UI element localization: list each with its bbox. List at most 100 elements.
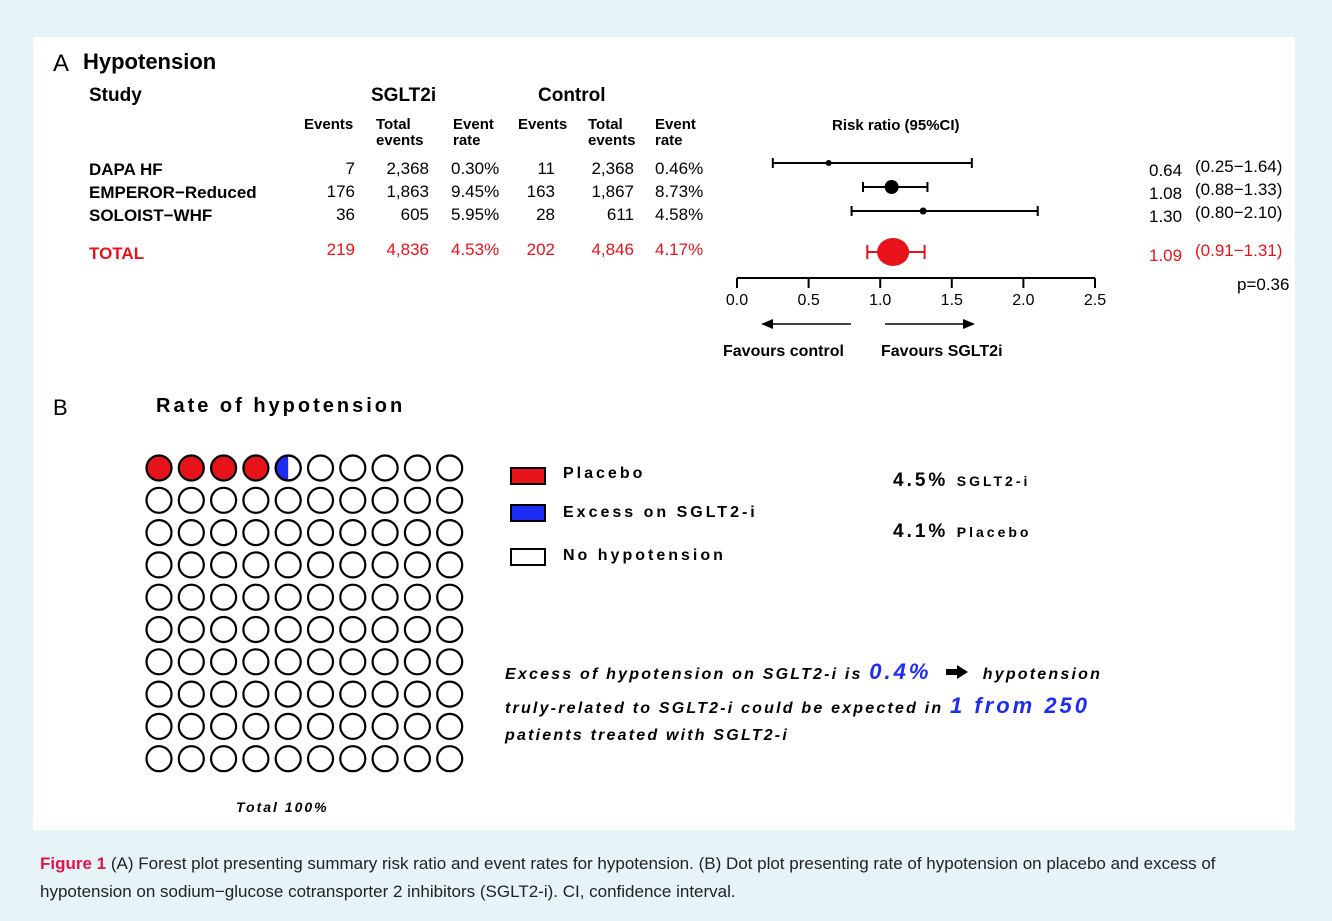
dot-none <box>242 745 270 773</box>
arrow-right-icon <box>963 319 975 329</box>
dot-none <box>242 712 270 740</box>
dot-none <box>274 648 302 676</box>
figure-caption: Figure 1 (A) Forest plot presenting summ… <box>40 850 1302 906</box>
dot-none <box>209 680 238 708</box>
dot-none <box>436 583 464 611</box>
dot-placebo <box>242 454 270 482</box>
dot-none <box>436 745 464 773</box>
dot-none <box>274 615 302 644</box>
dot-placebo <box>145 454 173 482</box>
col-total-1a: Total <box>376 116 411 133</box>
dot-none <box>242 680 270 708</box>
dot-none <box>339 745 367 773</box>
statement-part1: Excess of hypotension on SGLT2-i is <box>505 666 863 683</box>
dot-none <box>436 551 464 579</box>
forest-plot: 0.0 0.5 1.0 1.5 2.0 2.5 <box>726 158 1106 329</box>
panel-b-letter: B <box>53 395 68 420</box>
group2-header: Control <box>538 85 606 106</box>
events-sglt2i: 219 <box>326 240 355 259</box>
total-sglt2i: 605 <box>400 205 429 224</box>
dot-none <box>371 454 399 482</box>
arrow-left-icon <box>761 319 773 329</box>
rate-placebo-line: 4.1% Placebo <box>893 521 1031 543</box>
dot-none <box>306 745 335 773</box>
col-events-1: Events <box>304 116 354 133</box>
rate-control: 4.17% <box>655 240 704 259</box>
dot-none <box>371 615 399 644</box>
dot-none <box>436 518 464 547</box>
point-estimate <box>884 180 899 194</box>
ci: (0.80−2.10) <box>1195 203 1283 222</box>
total-sglt2i: 4,836 <box>386 240 429 259</box>
dot-none <box>306 486 335 514</box>
dot-none <box>209 712 238 740</box>
dot-none <box>371 583 399 611</box>
statement-line-3: patients treated with SGLT2-i <box>505 727 789 744</box>
statement-line-1: Excess of hypotension on SGLT2-i is 0.4%… <box>505 659 1102 685</box>
legend-label-excess: Excess on SGLT2-i <box>563 504 758 521</box>
rate-placebo-value: 4.1% <box>893 521 949 542</box>
dot-none <box>242 486 270 514</box>
dot-none <box>177 745 205 773</box>
dot-excess-outline <box>274 454 302 482</box>
rate-sglt2i: 5.95% <box>451 205 500 224</box>
dot-none <box>403 518 431 547</box>
total-control: 2,368 <box>591 159 634 178</box>
total-label: Total 100% <box>236 799 329 815</box>
dot-none <box>177 648 205 676</box>
dot-none <box>339 551 367 579</box>
dot-none <box>339 712 367 740</box>
point-estimate <box>825 160 832 166</box>
ci: (0.91−1.31) <box>1195 241 1283 260</box>
legend-swatch-placebo <box>510 467 546 485</box>
total-control: 1,867 <box>591 182 634 201</box>
col-rate-1b: rate <box>453 132 481 149</box>
dot-none <box>436 680 464 708</box>
p-value: p=0.36 <box>1237 275 1290 294</box>
favours-sglt2i-label: Favours SGLT2i <box>881 343 1003 360</box>
x-tick-label: 1.0 <box>869 292 891 309</box>
dot-grid <box>145 454 464 773</box>
study-name: DAPA HF <box>89 160 163 179</box>
dot-none <box>209 551 238 579</box>
study-name: SOLOIST−WHF <box>89 206 213 225</box>
dot-none <box>306 712 335 740</box>
dot-none <box>145 745 173 773</box>
legend-label-none: No hypotension <box>563 547 726 564</box>
dot-none <box>145 615 173 644</box>
events-control: 11 <box>537 159 555 178</box>
ci: (0.88−1.33) <box>1195 180 1283 199</box>
col-rate-2b: rate <box>655 132 683 149</box>
total-control: 4,846 <box>591 240 634 259</box>
dot-none <box>242 648 270 676</box>
dot-none <box>306 648 335 676</box>
dot-none <box>242 551 270 579</box>
col-rate-1a: Event <box>453 116 494 133</box>
dot-none <box>274 551 302 579</box>
rate-control: 0.46% <box>655 159 704 178</box>
pooled-estimate <box>877 238 910 266</box>
dot-none <box>339 518 367 547</box>
dot-placebo <box>177 454 205 482</box>
dot-none <box>436 454 464 482</box>
dot-none <box>242 583 270 611</box>
dot-none <box>209 615 238 644</box>
panel-a-title: Hypotension <box>83 49 217 74</box>
dot-none <box>339 615 367 644</box>
legend-label-placebo: Placebo <box>563 465 646 482</box>
dot-none <box>403 583 431 611</box>
rate-sglt2i-label: SGLT2-i <box>956 473 1031 489</box>
total-control: 611 <box>606 205 634 224</box>
dot-none <box>274 583 302 611</box>
figure-panel: A Hypotension Study SGLT2i Control Event… <box>33 37 1295 830</box>
rate-control: 8.73% <box>655 182 704 201</box>
statement-line2-text: truly-related to SGLT2-i could be expect… <box>505 700 944 717</box>
dot-excess-half <box>275 455 289 481</box>
statement-line-2: truly-related to SGLT2-i could be expect… <box>505 693 1090 719</box>
dot-placebo <box>209 454 238 482</box>
risk-ratio: 1.08 <box>1149 184 1183 203</box>
dot-none <box>436 648 464 676</box>
dot-none <box>403 551 431 579</box>
dot-none <box>145 648 173 676</box>
dot-none <box>403 615 431 644</box>
